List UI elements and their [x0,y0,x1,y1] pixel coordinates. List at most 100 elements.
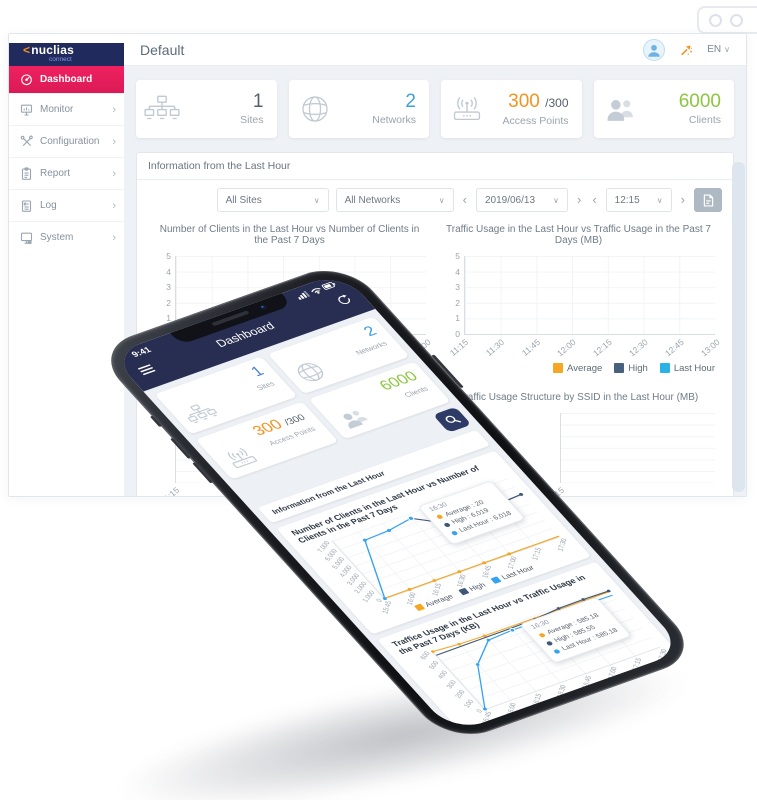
stat-label: Clients [688,114,721,126]
y-tick: 3 [455,282,460,293]
x-tick: 17:15 [631,657,644,673]
document-icon [703,193,713,207]
legend-swatch [614,363,625,373]
sidebar-item-configuration[interactable]: Configuration › [9,125,124,157]
x-tick: 11:30 [484,337,507,358]
stat-value: 2 [405,91,416,112]
stat-card-networks: 2 Networks [288,80,429,138]
time-select[interactable]: 12:15 ∨ [605,188,672,212]
sidebar-item-dashboard[interactable]: Dashboard [9,66,124,93]
date-select[interactable]: 2019/06/13 ∨ [475,188,568,212]
chart-plot-area: 600 500 400 300 200 100 0 [419,589,661,714]
search-button[interactable] [432,406,472,433]
y-tick: 2 [166,297,171,308]
sidebar-item-monitor[interactable]: Monitor › [9,93,124,125]
user-avatar[interactable] [643,38,666,61]
sidebar-item-report[interactable]: Report › [9,157,124,189]
networks-select[interactable]: All Networks ∨ [335,188,454,212]
stat-value: 2 [360,323,381,340]
date-next-button[interactable]: › [576,192,582,207]
y-tick: 4 [455,266,460,277]
chart-title: Traffic Usage in the Last Hour vs Traffi… [446,224,711,246]
x-tick: 16:45 [581,675,594,690]
legend-average[interactable]: Average [553,363,602,374]
log-icon [21,200,32,212]
stat-card-clients: 6000 Clients [593,80,734,138]
y-tick: 1 [455,313,460,324]
x-tick: 16:15 [531,693,544,708]
tooltip-dot [537,632,546,638]
stat-label: Networks [372,114,416,126]
phone-body: 1 Sites 2 Networks 300 /300 Access Point… [143,309,685,734]
legend-high[interactable]: High [614,363,648,374]
chevron-right-icon: › [112,103,116,116]
access-point-icon [227,447,257,469]
chevron-right-icon: › [112,135,116,148]
wand-icon[interactable] [679,43,693,57]
chart-plot-area: 5 4 3 2 1 0 [455,251,715,339]
phone-stat-card-sites: 1 Sites [154,356,298,435]
stat-value: 6000 [678,91,721,112]
chart-title: Traffic Usage Structure by SSID in the L… [458,392,699,403]
phone-stat-card-networks: 2 Networks [267,316,410,395]
x-tick: 15:45 [481,711,494,726]
legend-swatch [457,587,470,596]
sites-select[interactable]: All Sites ∨ [216,188,329,212]
export-report-button[interactable] [694,188,722,212]
date-prev-button[interactable]: ‹ [462,192,467,207]
sidebar-item-system[interactable]: System › [9,221,124,253]
system-icon [20,232,33,244]
sidebar: <nuclias connect Dashboard Monitor › Con… [9,34,125,496]
x-tick: 12:30 [626,337,650,359]
stat-suffix: /300 [545,95,569,110]
y-tick: 3 [166,282,171,293]
caret-down-icon: ∨ [656,195,663,205]
caret-down-icon: ∨ [553,195,559,205]
tooltip-dot [442,522,451,528]
chevron-right-icon: › [112,167,116,180]
search-icon [445,415,462,423]
caret-down-icon: ∨ [724,45,730,54]
chart-title: Number of Clients in the Last Hour vs Nu… [159,224,420,246]
x-tick: 12:00 [555,337,579,359]
time-next-button[interactable]: › [680,192,685,207]
scrollbar[interactable] [732,162,745,492]
stats-row: 1 Sites 2 Networks 300 /300 Access Points 6… [136,80,734,138]
x-tick: 11:15 [159,485,182,497]
tooltip-dot [552,648,561,654]
x-tick: 16:00 [506,702,519,717]
sidebar-item-log[interactable]: Log › [9,189,124,221]
x-tick: 12:45 [662,337,686,359]
x-tick: 11:45 [519,337,543,358]
phone-header: 9:41 Dashboard [109,271,376,392]
report-icon [21,167,32,180]
legend-last-hour[interactable]: Last Hour [659,363,715,374]
traffic-chart: Traffic Usage in the Last Hour vs Traffi… [434,220,723,374]
access-point-icon [453,96,481,120]
stat-label: Access Points [502,114,569,127]
x-tick: 16:30 [556,684,569,699]
person-icon [648,44,660,57]
time-prev-button[interactable]: ‹ [592,192,597,207]
hamburger-menu-icon[interactable] [137,364,156,376]
filter-bar: All Sites ∨ All Networks ∨ ‹ 2019/06/13 ∨ ›… [137,180,733,218]
status-icons [297,282,336,300]
caret-down-icon: ∨ [313,195,320,205]
stat-value: 1 [252,91,264,112]
tooltip-dot [449,530,459,536]
gauge-icon [21,74,32,86]
clients-icon [607,99,633,121]
window-control-icon [709,13,722,27]
phone-clients-chart: Number of Clients in the Last Hour vs Nu… [276,450,591,635]
refresh-icon[interactable] [333,293,354,307]
window-control-icon [730,13,743,27]
x-tick: 13:00 [698,337,722,359]
sidebar-item-label: Configuration [40,136,100,147]
stat-card-access-points: 300 /300 Access Points [441,80,582,138]
language-selector[interactable]: EN ∨ [707,44,730,55]
y-tick: 4 [166,266,171,277]
stat-label: Networks [353,339,390,357]
globe-icon [297,363,323,382]
phone-traffic-chart: Traffice Usage in the Last Hour vs Traff… [376,561,683,734]
